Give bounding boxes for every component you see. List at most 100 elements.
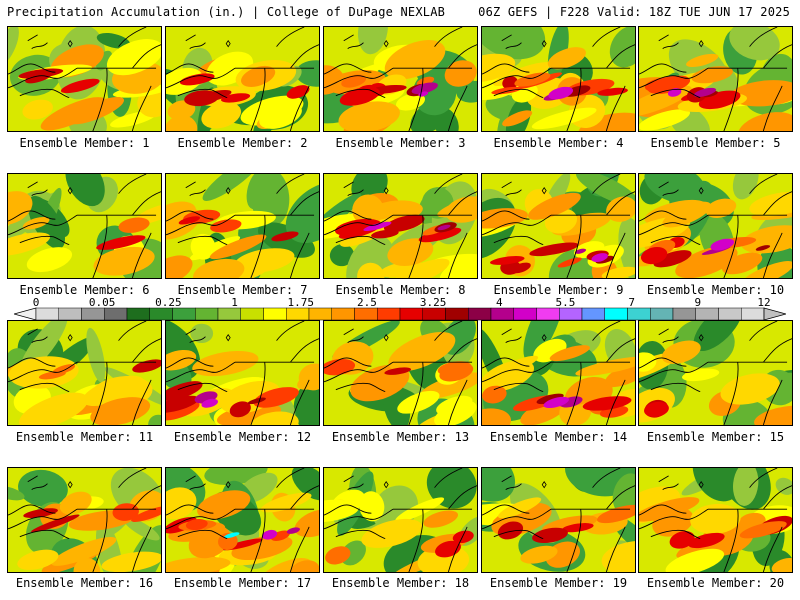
precip-map-19 (482, 468, 635, 572)
member-panel-18 (323, 467, 478, 573)
member-label-1: Ensemble Member: 1 (19, 136, 150, 150)
colorbar-bin-16 (399, 307, 423, 321)
member-label-3: Ensemble Member: 3 (335, 136, 466, 150)
member-label-15: Ensemble Member: 15 (646, 430, 785, 444)
precip-map-20 (639, 468, 792, 572)
member-panel-10 (638, 173, 793, 279)
colorbar-bin-27 (650, 307, 674, 321)
member-label-12: Ensemble Member: 12 (173, 430, 312, 444)
precip-map-2 (166, 27, 319, 131)
member-panel-1 (7, 26, 162, 132)
precip-map-10 (639, 174, 792, 278)
member-label-16: Ensemble Member: 16 (15, 576, 154, 590)
colorbar-bin-29 (695, 307, 719, 321)
member-panel-14 (481, 320, 636, 426)
member-panel-6 (7, 173, 162, 279)
colorbar-tick-label: 2.5 (356, 296, 377, 309)
member-label-17: Ensemble Member: 17 (173, 576, 312, 590)
member-panel-11 (7, 320, 162, 426)
colorbar-bin-18 (445, 307, 469, 321)
colorbar-bin-24 (581, 307, 605, 321)
member-panel-17 (165, 467, 320, 573)
colorbar-bin-22 (536, 307, 560, 321)
colorbar-tick-label: 5.5 (555, 296, 576, 309)
precip-map-5 (639, 27, 792, 131)
colorbar-bin-19 (468, 307, 492, 321)
precip-map-9 (482, 174, 635, 278)
colorbar-bin-13 (331, 307, 355, 321)
member-panel-16 (7, 467, 162, 573)
colorbar-tick-label: 9 (694, 296, 702, 309)
colorbar-bin-3 (104, 307, 128, 321)
precip-map-17 (166, 468, 319, 572)
member-label-10: Ensemble Member: 10 (646, 283, 785, 297)
colorbar-bin-9 (240, 307, 264, 321)
precip-map-11 (8, 321, 161, 425)
member-panel-19 (481, 467, 636, 573)
member-label-18: Ensemble Member: 18 (331, 576, 470, 590)
colorbar-bin-8 (217, 307, 241, 321)
colorbar-bin-1 (58, 307, 82, 321)
member-label-8: Ensemble Member: 8 (335, 283, 466, 297)
member-panel-12 (165, 320, 320, 426)
member-label-4: Ensemble Member: 4 (493, 136, 624, 150)
colorbar-bin-6 (172, 307, 196, 321)
colorbar-bin-7 (195, 307, 219, 321)
colorbar-bin-23 (559, 307, 583, 321)
colorbar-tick-label: 0 (32, 296, 40, 309)
member-panel-7 (165, 173, 320, 279)
header-run-info: 06Z GEFS | F228 Valid: 18Z TUE JUN 17 20… (478, 5, 790, 19)
member-panel-3 (323, 26, 478, 132)
colorbar-bin-21 (513, 307, 537, 321)
colorbar-bin-28 (672, 307, 696, 321)
colorbar-bin-12 (308, 307, 332, 321)
precip-map-12 (166, 321, 319, 425)
member-label-6: Ensemble Member: 6 (19, 283, 150, 297)
colorbar-bin-2 (81, 307, 105, 321)
member-label-2: Ensemble Member: 2 (177, 136, 308, 150)
colorbar-left-arrow (14, 307, 37, 321)
member-panel-8 (323, 173, 478, 279)
member-panel-20 (638, 467, 793, 573)
colorbar-bin-10 (263, 307, 287, 321)
member-panel-4 (481, 26, 636, 132)
colorbar-bin-17 (422, 307, 446, 321)
colorbar-bin-15 (377, 307, 401, 321)
colorbar-tick-label: 12 (757, 296, 771, 309)
precip-map-6 (8, 174, 161, 278)
colorbar-bin-26 (627, 307, 651, 321)
precip-map-4 (482, 27, 635, 131)
member-panel-13 (323, 320, 478, 426)
member-label-9: Ensemble Member: 9 (493, 283, 624, 297)
colorbar-bin-14 (354, 307, 378, 321)
member-label-7: Ensemble Member: 7 (177, 283, 308, 297)
member-label-19: Ensemble Member: 19 (489, 576, 628, 590)
member-label-20: Ensemble Member: 20 (646, 576, 785, 590)
colorbar-bin-31 (741, 307, 765, 321)
precip-map-7 (166, 174, 319, 278)
member-label-11: Ensemble Member: 11 (15, 430, 154, 444)
member-label-5: Ensemble Member: 5 (650, 136, 781, 150)
colorbar-bin-25 (604, 307, 628, 321)
precip-map-14 (482, 321, 635, 425)
member-label-14: Ensemble Member: 14 (489, 430, 628, 444)
header-title: Precipitation Accumulation (in.) | Colle… (7, 5, 446, 19)
member-panel-2 (165, 26, 320, 132)
precip-map-8 (324, 174, 477, 278)
member-panel-15 (638, 320, 793, 426)
colorbar-bin-20 (490, 307, 514, 321)
colorbar-tick-label: 3.25 (419, 296, 447, 309)
member-label-13: Ensemble Member: 13 (331, 430, 470, 444)
colorbar-bin-5 (149, 307, 173, 321)
colorbar-right-arrow (763, 307, 786, 321)
member-panel-9 (481, 173, 636, 279)
precip-map-1 (8, 27, 161, 131)
colorbar-bin-30 (718, 307, 742, 321)
precip-map-3 (324, 27, 477, 131)
colorbar-bin-0 (35, 307, 59, 321)
precip-map-15 (639, 321, 792, 425)
precip-map-13 (324, 321, 477, 425)
colorbar-bin-11 (286, 307, 310, 321)
colorbar-tick-label: 1 (231, 296, 238, 309)
colorbar-tick-label: 0.05 (88, 296, 116, 309)
